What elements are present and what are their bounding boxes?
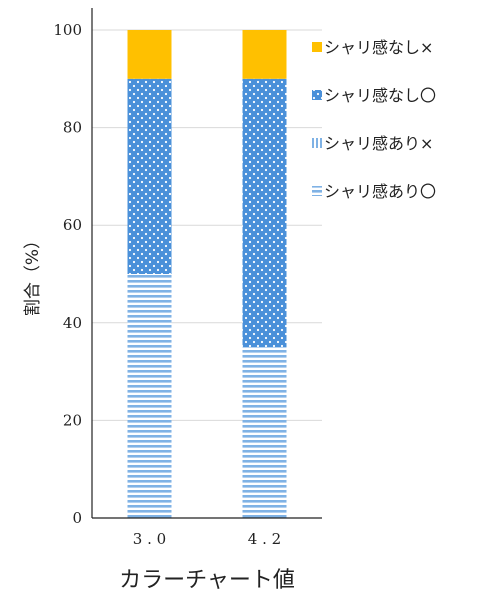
legend-swatch-1 xyxy=(312,90,322,100)
legend-label-2: シャリ感あり× xyxy=(324,134,433,153)
x-axis-title: カラーチャート値 xyxy=(119,568,295,590)
bar-3.0-series-3 xyxy=(127,30,172,79)
legend-swatch-3 xyxy=(312,186,322,196)
legend-swatch-2 xyxy=(312,138,322,148)
y-tick-label-0: 0 xyxy=(72,509,82,527)
legend-label-0: シャリ感なし× xyxy=(324,38,433,57)
gridlines xyxy=(92,29,322,421)
y-tick-label-100: 100 xyxy=(53,21,82,39)
bar-4.2-series-0 xyxy=(242,347,287,518)
bar-4.2-series-2 xyxy=(242,78,287,348)
legend-swatch-0 xyxy=(312,42,322,52)
x-axis: 3 . 0 4 . 2 xyxy=(92,517,322,548)
y-tick-label-20: 20 xyxy=(63,411,82,429)
y-tick-label-40: 40 xyxy=(63,314,82,332)
x-tick-label-4.2: 4 . 2 xyxy=(248,530,281,548)
y-tick-label-60: 60 xyxy=(63,216,82,234)
y-axis: 0 20 40 60 80 100 xyxy=(53,8,93,527)
legend-label-1: シャリ感なし〇 xyxy=(324,86,436,105)
y-axis-title: 割合（%） xyxy=(23,232,43,316)
legend-label-3: シャリ感あり〇 xyxy=(324,182,436,201)
y-tick-label-80: 80 xyxy=(63,119,82,137)
bar-3.0-series-2 xyxy=(127,78,172,274)
bar-4.2-series-3 xyxy=(242,30,287,79)
x-tick-label-3.0: 3 . 0 xyxy=(133,530,166,548)
bar-segments xyxy=(127,30,287,518)
bar-3.0-series-0 xyxy=(127,274,172,518)
